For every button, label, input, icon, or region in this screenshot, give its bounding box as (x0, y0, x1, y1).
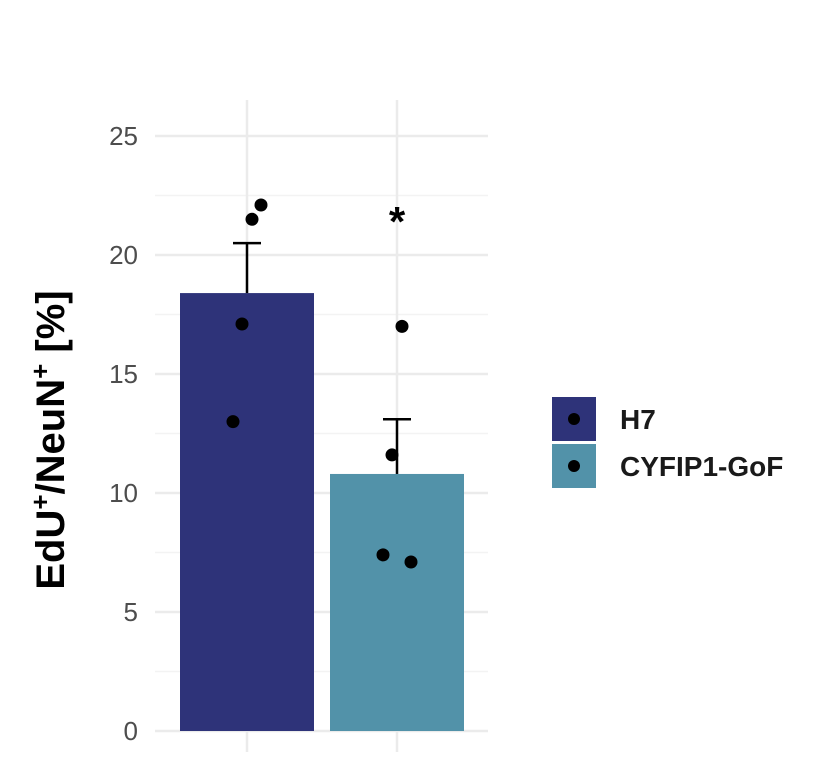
y-tick-label: 5 (124, 597, 138, 627)
data-point (245, 212, 259, 226)
legend-label: CYFIP1-GoF (620, 451, 783, 482)
y-tick-label: 10 (109, 478, 138, 508)
y-axis-ticks: 0 5 10 15 20 25 (109, 121, 138, 746)
error-bars (233, 241, 411, 474)
bars (180, 293, 464, 731)
legend-point-icon (568, 460, 580, 472)
legend-label: H7 (620, 404, 656, 435)
y-tick-label: 15 (109, 359, 138, 389)
data-point (226, 415, 240, 429)
data-point (235, 317, 249, 331)
significance-marker: * (389, 198, 406, 245)
legend: H7 CYFIP1-GoF (552, 397, 783, 488)
annotations: * (389, 198, 406, 245)
data-point (376, 548, 390, 562)
bar-cyfip1-gof (330, 473, 464, 731)
y-axis-title-text: [%] (29, 290, 73, 363)
data-point (404, 555, 418, 569)
y-axis-title-superscript: + (25, 364, 55, 379)
y-axis-title-text: /NeuN (29, 379, 73, 495)
data-point (385, 448, 399, 462)
y-tick-label: 25 (109, 121, 138, 151)
data-points (226, 198, 418, 569)
y-axis-title-superscript: + (25, 494, 55, 509)
y-tick-label: 20 (109, 240, 138, 270)
bar-h7 (180, 293, 314, 731)
y-axis-title: EdU+/NeuN+ [%] (25, 290, 73, 589)
data-point (254, 198, 268, 212)
y-axis-title-text: EdU (29, 510, 73, 590)
y-axis-title-group: EdU+/NeuN+ [%] (25, 290, 73, 589)
y-tick-label: 0 (124, 716, 138, 746)
data-point (395, 319, 409, 333)
legend-point-icon (568, 413, 580, 425)
